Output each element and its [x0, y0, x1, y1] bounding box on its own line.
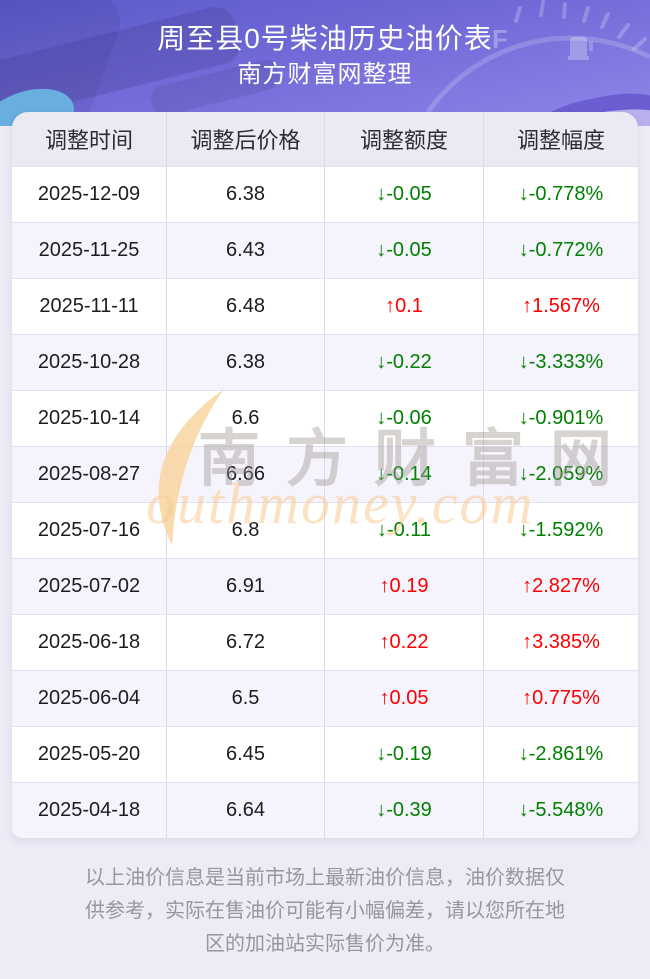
cell-date: 2025-07-02 [12, 559, 167, 614]
table-row: 2025-04-18 6.64 ↓-0.39 ↓-5.548% [12, 782, 638, 838]
table-row: 2025-07-02 6.91 ↑0.19 ↑2.827% [12, 558, 638, 614]
cell-price: 6.48 [167, 279, 325, 334]
gauge-tick-marks [514, 0, 647, 51]
table-row: 2025-12-09 6.38 ↓-0.05 ↓-0.778% [12, 166, 638, 222]
cell-date: 2025-07-16 [12, 503, 167, 558]
cell-date: 2025-05-20 [12, 727, 167, 782]
cell-price: 6.66 [167, 447, 325, 502]
cell-change: ↑0.05 [325, 671, 484, 726]
cell-price: 6.72 [167, 615, 325, 670]
disclaimer-line: 区的加油站实际售价为准。 [205, 933, 445, 955]
disclaimer: 以上油价信息是当前市场上最新油价信息，油价数据仅 供参考，实际在售油价可能有小幅… [0, 862, 650, 961]
table-row: 2025-05-20 6.45 ↓-0.19 ↓-2.861% [12, 726, 638, 782]
cell-price: 6.8 [167, 503, 325, 558]
cell-date: 2025-10-14 [12, 391, 167, 446]
col-header-adjust-range: 调整幅度 [516, 128, 605, 153]
cell-price: 6.38 [167, 335, 325, 390]
col-header-adjust-time: 调整时间 [12, 112, 167, 166]
cell-change: ↓-0.06 [325, 391, 484, 446]
cell-price: 6.91 [167, 559, 325, 614]
fuel-pump-icon [568, 37, 593, 60]
table-row: 2025-11-11 6.48 ↑0.1 ↑1.567% [12, 278, 638, 334]
cell-date: 2025-11-11 [12, 279, 167, 334]
cell-pct: ↑0.775% [522, 687, 600, 709]
cell-change: ↓-0.05 [325, 223, 484, 278]
table-body: 2025-12-09 6.38 ↓-0.05 ↓-0.778% 2025-11-… [12, 166, 638, 838]
cell-pct: ↓-0.778% [518, 183, 604, 205]
cell-pct: ↓-0.772% [518, 239, 604, 261]
cell-date: 2025-06-18 [12, 615, 167, 670]
gauge-arc [425, 35, 650, 114]
price-history-table: 调整时间 调整后价格 调整额度 调整幅度 2025-12-09 6.38 ↓-0… [12, 112, 638, 838]
cell-price: 6.64 [167, 783, 325, 838]
cell-pct: ↓-0.901% [518, 407, 604, 429]
cell-date: 2025-04-18 [12, 783, 167, 838]
gauge-full-label: F [492, 24, 508, 54]
cell-pct: ↓-2.861% [518, 743, 604, 765]
hero-banner: F 周至县0号柴油历史油价表 南方财富网整理 [0, 0, 650, 134]
cell-pct: ↓-5.548% [518, 799, 604, 821]
cell-price: 6.38 [167, 167, 325, 222]
cell-price: 6.45 [167, 727, 325, 782]
table-row: 2025-10-28 6.38 ↓-0.22 ↓-3.333% [12, 334, 638, 390]
table-row: 2025-06-18 6.72 ↑0.22 ↑3.385% [12, 614, 638, 670]
table-row: 2025-07-16 6.8 ↓-0.11 ↓-1.592% [12, 502, 638, 558]
cell-pct: ↓-3.333% [518, 351, 604, 373]
cell-pct: ↓-2.059% [518, 463, 604, 485]
cell-change: ↓-0.05 [325, 167, 484, 222]
table-row: 2025-06-04 6.5 ↑0.05 ↑0.775% [12, 670, 638, 726]
table-header-row: 调整时间 调整后价格 调整额度 调整幅度 [12, 112, 638, 166]
disclaimer-line: 供参考，实际在售油价可能有小幅偏差，请以您所在地 [85, 900, 565, 922]
cell-date: 2025-06-04 [12, 671, 167, 726]
disclaimer-line: 以上油价信息是当前市场上最新油价信息，油价数据仅 [85, 867, 565, 889]
cell-change: ↓-0.19 [325, 727, 484, 782]
cell-change: ↓-0.14 [325, 447, 484, 502]
cell-price: 6.6 [167, 391, 325, 446]
cell-pct: ↑2.827% [522, 575, 600, 597]
cell-date: 2025-12-09 [12, 167, 167, 222]
cell-change: ↓-0.39 [325, 783, 484, 838]
cell-change: ↑0.1 [325, 279, 484, 334]
col-header-price-after: 调整后价格 [167, 112, 325, 166]
cell-change: ↑0.22 [325, 615, 484, 670]
table-row: 2025-11-25 6.43 ↓-0.05 ↓-0.772% [12, 222, 638, 278]
cell-price: 6.5 [167, 671, 325, 726]
cell-date: 2025-11-25 [12, 223, 167, 278]
cell-pct: ↑1.567% [522, 295, 600, 317]
page-title: 周至县0号柴油历史油价表 [157, 23, 493, 54]
page-subtitle: 南方财富网整理 [237, 61, 413, 88]
col-header-adjust-amount: 调整额度 [325, 112, 484, 166]
cell-date: 2025-10-28 [12, 335, 167, 390]
cell-pct: ↑3.385% [522, 631, 600, 653]
table-row: 2025-10-14 6.6 ↓-0.06 ↓-0.901% [12, 390, 638, 446]
cell-pct: ↓-1.592% [518, 519, 604, 541]
cell-change: ↓-0.11 [325, 503, 484, 558]
table-row: 2025-08-27 6.66 ↓-0.14 ↓-2.059% [12, 446, 638, 502]
cell-price: 6.43 [167, 223, 325, 278]
cell-change: ↑0.19 [325, 559, 484, 614]
cell-change: ↓-0.22 [325, 335, 484, 390]
cell-date: 2025-08-27 [12, 447, 167, 502]
